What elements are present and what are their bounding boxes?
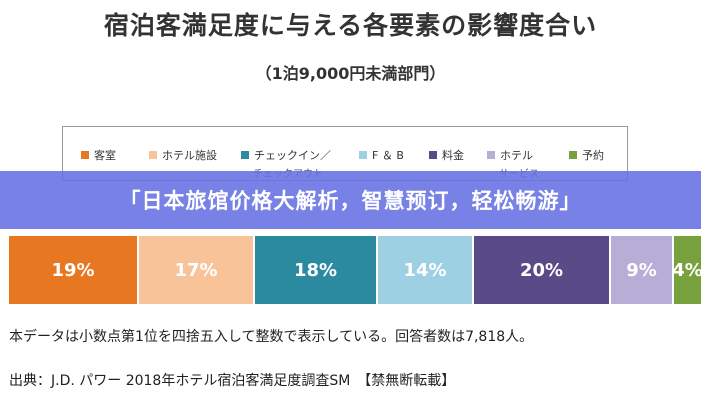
bar-value-label: 14%	[403, 259, 447, 281]
legend-item-checkin: チェックイン／	[241, 147, 331, 163]
legend-item-service: ホテル	[487, 147, 533, 163]
bar-segment: 20%	[474, 236, 609, 304]
legend-label: 料金	[442, 149, 464, 162]
bar-value-label: 4%	[672, 259, 701, 281]
legend-label: ホテル	[500, 149, 533, 162]
source-note: 出典：J.D. パワー 2018年ホテル宿泊客満足度調査SM 【禁無断転載】	[9, 373, 456, 389]
bar-value-label: 19%	[51, 259, 95, 281]
bar-value-label: 9%	[626, 259, 657, 281]
legend-item-facility: ホテル施設	[149, 147, 217, 163]
banner-text: 「日本旅馆价格大解析，智慧预订，轻松畅游」	[119, 189, 582, 213]
bar-segment: 18%	[255, 236, 376, 304]
legend-swatch	[569, 151, 577, 159]
chart-subtitle: （1泊9,000円未満部門）	[255, 64, 446, 83]
bar-segment: 17%	[139, 236, 253, 304]
legend-label: 客室	[94, 149, 116, 162]
legend-row: 客室 ホテル施設 チェックイン／ F ＆ B 料金 ホテル 予約	[63, 147, 627, 163]
legend-label: F ＆ B	[372, 149, 404, 162]
bar-segment: 9%	[611, 236, 672, 304]
bar-value-label: 20%	[519, 259, 564, 281]
legend-item-price: 料金	[429, 147, 464, 163]
bar-segment: 19%	[9, 236, 137, 304]
overlay-banner: 「日本旅馆价格大解析，智慧预订，轻松畅游」	[0, 171, 701, 229]
bar-segment: 4%	[672, 236, 701, 304]
legend-swatch	[359, 151, 367, 159]
legend-swatch	[241, 151, 249, 159]
legend-item-guestroom: 客室	[81, 147, 116, 163]
bar-segment: 14%	[378, 236, 472, 304]
legend-swatch	[149, 151, 157, 159]
legend-item-fnb: F ＆ B	[359, 147, 404, 163]
bar-value-label: 17%	[174, 259, 218, 281]
stacked-bar: 19% 17% 18% 14% 20% 9% 4%	[9, 236, 701, 304]
legend-item-reservation: 予約	[569, 147, 604, 163]
data-note: 本データは小数点第1位を四捨五入して整数で表示している。回答者数は7,818人。	[9, 329, 534, 345]
legend-label: チェックイン／	[254, 149, 331, 162]
legend-label: 予約	[582, 149, 604, 162]
chart-title: 宿泊客満足度に与える各要素の影響度合い	[103, 11, 598, 40]
legend-swatch	[81, 151, 89, 159]
legend-label: ホテル施設	[162, 149, 217, 162]
legend-swatch	[429, 151, 437, 159]
bar-value-label: 18%	[293, 259, 338, 281]
legend-swatch	[487, 151, 495, 159]
